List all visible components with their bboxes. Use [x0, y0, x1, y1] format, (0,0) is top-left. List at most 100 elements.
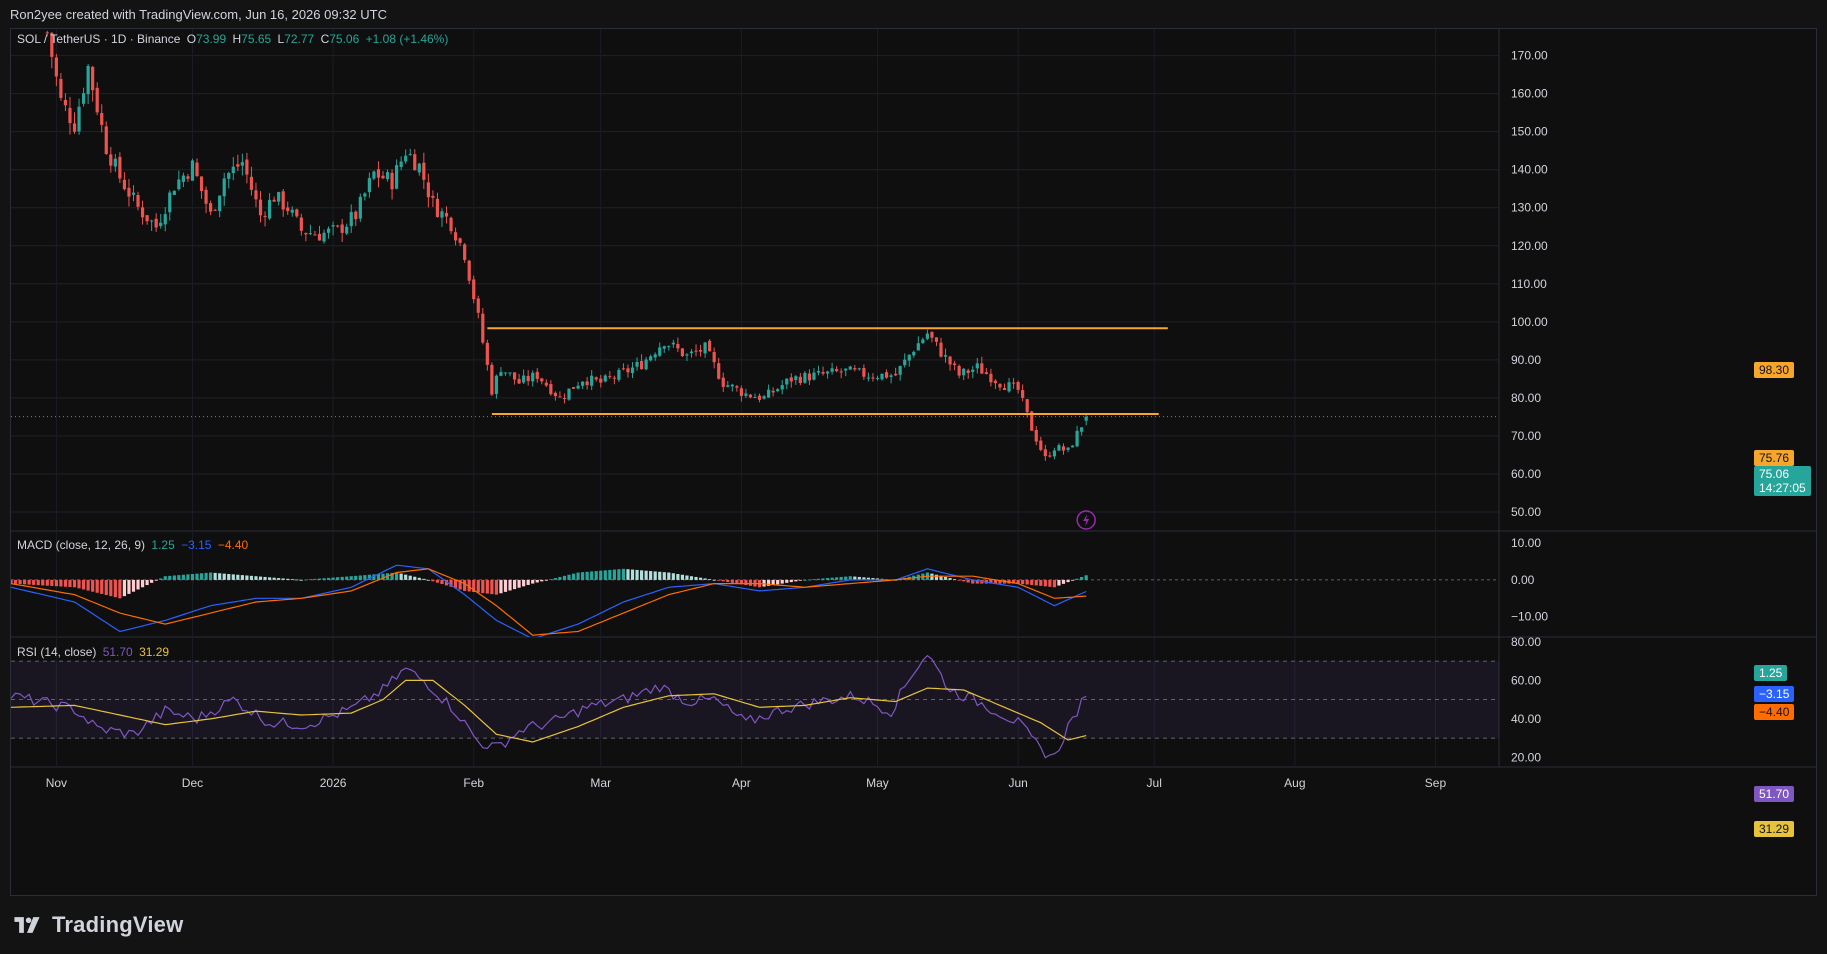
candle-body [222, 178, 226, 197]
macd-hist-bar [86, 579, 90, 591]
open-value: 73.99 [196, 32, 227, 46]
macd-hist-bar [1021, 579, 1025, 585]
high-value: 75.65 [241, 32, 272, 46]
candle-body [957, 365, 961, 376]
macd-hist-bar [263, 576, 267, 580]
macd-hist-bar [444, 579, 449, 586]
price-axis-label: 140.00 [1511, 163, 1548, 177]
macd-title[interactable]: MACD (close, 12, 26, 9) [17, 538, 146, 552]
macd-hist-bar [739, 579, 743, 585]
macd-hist-bar [1048, 579, 1052, 587]
candle-body [916, 343, 920, 351]
candle-body [295, 209, 299, 217]
candle-body [1080, 427, 1084, 432]
candle-body [1057, 445, 1061, 451]
macd-hist-bar [376, 574, 381, 580]
candle-body [735, 386, 739, 388]
macd-hist-bar [23, 579, 27, 585]
candle-body [100, 112, 104, 125]
candle-body [789, 377, 793, 382]
price-axis-label: 130.00 [1511, 201, 1548, 215]
candle-body [372, 171, 376, 179]
candle-body [95, 87, 99, 113]
time-axis-label: Nov [46, 776, 67, 790]
macd-hist-bar [658, 571, 662, 580]
macd-hist-bar [703, 578, 707, 580]
tradingview-logo-icon[interactable] [10, 914, 44, 936]
candle-body [195, 162, 199, 176]
candle-body [435, 198, 440, 217]
candle-body [249, 176, 254, 190]
macd-hist-bar [13, 579, 18, 584]
candle-body [209, 203, 213, 212]
candle-body [894, 373, 898, 376]
candle-body [190, 160, 195, 181]
macd-hist-bar [608, 569, 612, 580]
macd-hist-bar [785, 579, 789, 583]
candle-body [540, 378, 544, 382]
macd-hist-bar [558, 576, 562, 580]
macd-legend: MACD (close, 12, 26, 9) 1.25 −3.15 −4.40 [17, 538, 251, 552]
candle-body [1075, 430, 1079, 447]
macd-hist-bar [299, 579, 303, 581]
last-price-value: 75.06 [1759, 467, 1790, 481]
candle-body [458, 238, 462, 243]
macd-hist-bar [258, 576, 263, 580]
symbol-label[interactable]: SOL / TetherUS · 1D · Binance [17, 32, 181, 46]
macd-hist-bar [998, 579, 1002, 584]
candle-body [884, 372, 889, 378]
candle-body [571, 387, 576, 389]
chart-canvas[interactable]: 170.00 160.00 150.00 140.00 130.00 120.00 110.… [11, 29, 1816, 895]
macd-hist-bar [467, 579, 471, 592]
candle-body [703, 342, 707, 354]
candle-body [1011, 382, 1016, 384]
macd-hist-bar [549, 579, 553, 580]
candle-body [326, 228, 331, 233]
candle-body [281, 191, 285, 210]
macd-hist-bar [1066, 579, 1070, 583]
time-axis-label: Apr [732, 776, 751, 790]
macd-hist-bar [571, 573, 576, 580]
macd-hist-bar [154, 579, 158, 581]
macd-hist-bar [517, 579, 521, 588]
macd-hist-bar [326, 577, 331, 580]
candle-body [54, 57, 58, 77]
candle-body [853, 368, 857, 370]
candle-body [168, 192, 172, 213]
candle-body [227, 172, 231, 179]
macd-hist-bar [776, 579, 780, 585]
candle-body [136, 194, 140, 207]
change-value: +1.08 (+1.46%) [365, 32, 449, 46]
macd-hist-bar [163, 576, 167, 580]
candle-body [45, 32, 49, 34]
macd-hist-bar [267, 577, 272, 580]
candle-body [649, 356, 653, 361]
macd-hist-bar [762, 579, 766, 587]
close-label: C [320, 32, 330, 46]
candle-body [535, 371, 539, 379]
rsi-title[interactable]: RSI (14, close) [17, 645, 97, 659]
tradingview-brand[interactable]: TradingView [52, 912, 184, 937]
candle-body [989, 373, 993, 383]
macd-hist-bar [159, 578, 163, 580]
candle-body [821, 372, 825, 374]
candle-body [272, 199, 276, 202]
macd-hist-bar [971, 579, 975, 584]
candle-body [785, 378, 789, 385]
macd-hist-bar [712, 579, 716, 581]
candle-body [762, 396, 766, 399]
macd-hist-bar [1084, 575, 1088, 580]
candle-body [971, 369, 975, 372]
candle-body [612, 377, 616, 379]
candle-body [1016, 382, 1020, 390]
macd-hist-bar [472, 579, 476, 592]
candle-body [812, 372, 816, 380]
price-axis-label: 150.00 [1511, 125, 1548, 139]
candle-body [453, 232, 458, 241]
chart-container[interactable]: 170.00 160.00 150.00 140.00 130.00 120.00 110.… [10, 28, 1817, 896]
candle-body [408, 154, 412, 156]
candle-body [472, 279, 476, 300]
macd-axis-label: 0.00 [1511, 573, 1535, 587]
candle-body [317, 233, 322, 241]
candle-body [267, 199, 272, 219]
